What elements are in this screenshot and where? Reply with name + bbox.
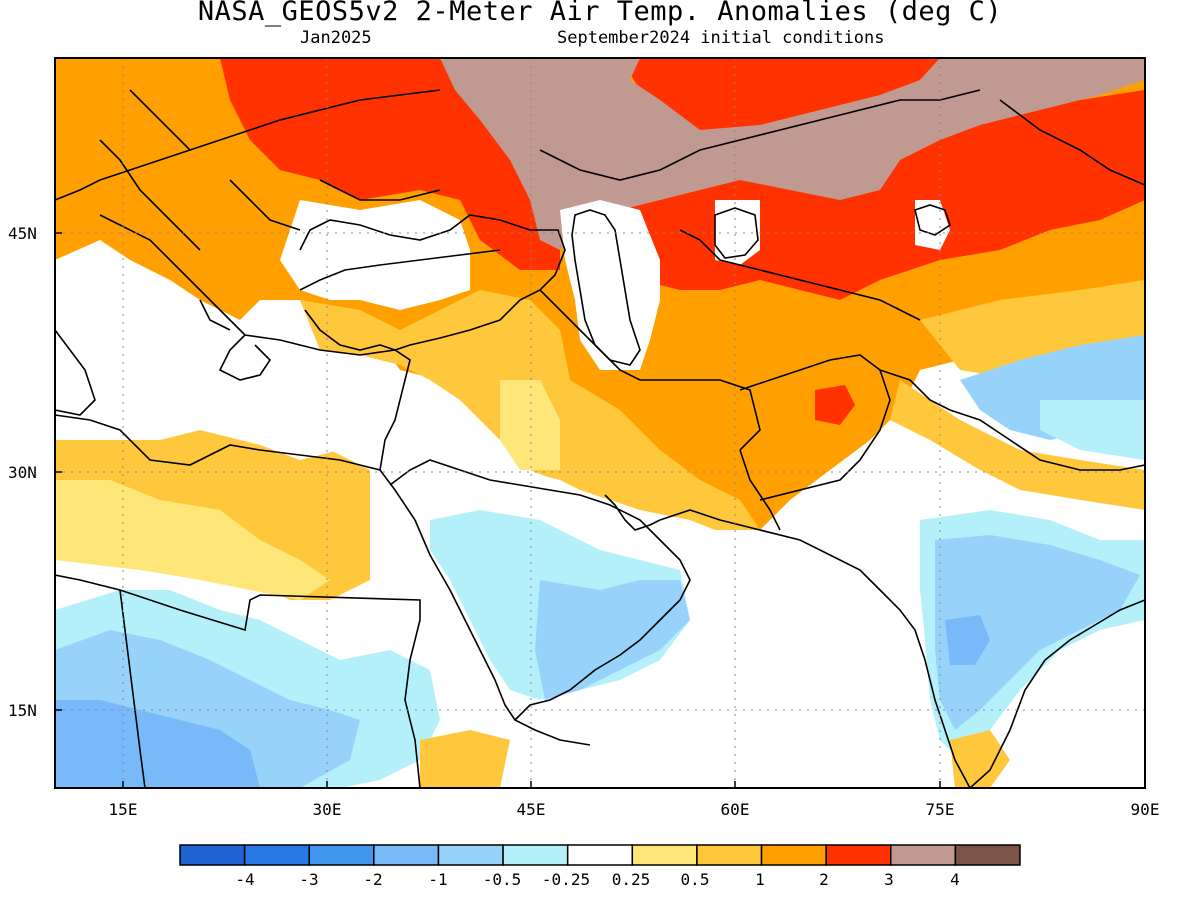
colorbar-label: 2 <box>819 870 829 889</box>
colorbar-swatch <box>760 844 827 866</box>
colorbar-label: 4 <box>950 870 960 889</box>
colorbar-label: 0.5 <box>680 870 710 889</box>
anomaly-region-near-zero-east-med <box>55 300 420 460</box>
colorbar-label: 1 <box>755 870 765 889</box>
initial-conditions-label: September2024 initial conditions <box>557 28 885 48</box>
colorbar-swatch <box>373 844 440 866</box>
lon-label-90e: 90E <box>1130 800 1160 819</box>
valid-month-label: Jan2025 <box>300 28 372 48</box>
colorbar-swatch <box>308 844 375 866</box>
anomaly-region-2-3-afghanistan <box>815 385 855 425</box>
anomaly-region-0.5-1-south-india <box>950 730 1010 788</box>
colorbar-swatch <box>243 844 310 866</box>
anomaly-region-neg1-neg0.5-india <box>935 535 1140 730</box>
tick-marks <box>55 232 941 788</box>
colorbar-label: -0.5 <box>482 870 522 889</box>
anomaly-region-0.25-0.5-sahara <box>55 480 330 600</box>
lon-label-15e: 15E <box>108 800 138 819</box>
colorbar-swatch <box>179 844 246 866</box>
anomaly-region-3-4-russia <box>440 58 1145 250</box>
lon-label-45e: 45E <box>516 800 546 819</box>
lon-label-75e: 75E <box>925 800 955 819</box>
coastline-borders <box>55 89 1145 788</box>
colorbar-swatch <box>696 844 763 866</box>
anomaly-region-neg2-neg1-india <box>945 615 990 665</box>
colorbar-swatch <box>954 844 1021 866</box>
lat-label-45n: 45N <box>8 224 37 243</box>
colorbar-label: -4 <box>235 870 255 889</box>
grid-lines <box>55 58 1145 788</box>
anomaly-region-2-3-east-europe <box>620 58 940 140</box>
colorbar-label: -3 <box>299 870 319 889</box>
anomaly-region-neg1-neg0.5-arabia <box>535 580 690 700</box>
anomaly-region-0.5-1-ethiopia <box>420 730 510 788</box>
chart-title: NASA_GEOS5v2 2-Meter Air Temp. Anomalies… <box>197 0 1003 27</box>
anomaly-region-0.25-0.5-arabia <box>500 380 560 470</box>
colorbar-label: -1 <box>428 870 448 889</box>
colorbar-swatch <box>437 844 504 866</box>
anomaly-map <box>54 57 1146 789</box>
anomaly-region-near-zero-caspian <box>560 200 660 370</box>
colorbar-swatch <box>502 844 569 866</box>
anomaly-region-near-zero-aral <box>715 200 760 265</box>
lon-label-30e: 30E <box>312 800 342 819</box>
colorbar-swatch <box>631 844 698 866</box>
colorbar-label: 3 <box>884 870 894 889</box>
colorbar-label: -2 <box>363 870 383 889</box>
map-frame <box>54 57 1146 789</box>
anomaly-region-near-zero-balkhash <box>915 200 950 250</box>
anomaly-region-0.5-1-india <box>890 380 1145 510</box>
anomaly-region-neg0.5-neg0.25-tibet <box>1040 400 1145 460</box>
lat-label-30n: 30N <box>8 463 37 482</box>
lat-label-15n: 15N <box>8 701 37 720</box>
colorbar-swatch <box>890 844 957 866</box>
colorbar-label: -0.25 <box>541 870 591 889</box>
lon-label-60e: 60E <box>720 800 750 819</box>
colorbar-label: 0.25 <box>611 870 651 889</box>
colorbar-swatch <box>825 844 892 866</box>
colorbar-swatch <box>566 844 634 866</box>
anomaly-region-neg2-neg1-africa <box>55 700 260 788</box>
